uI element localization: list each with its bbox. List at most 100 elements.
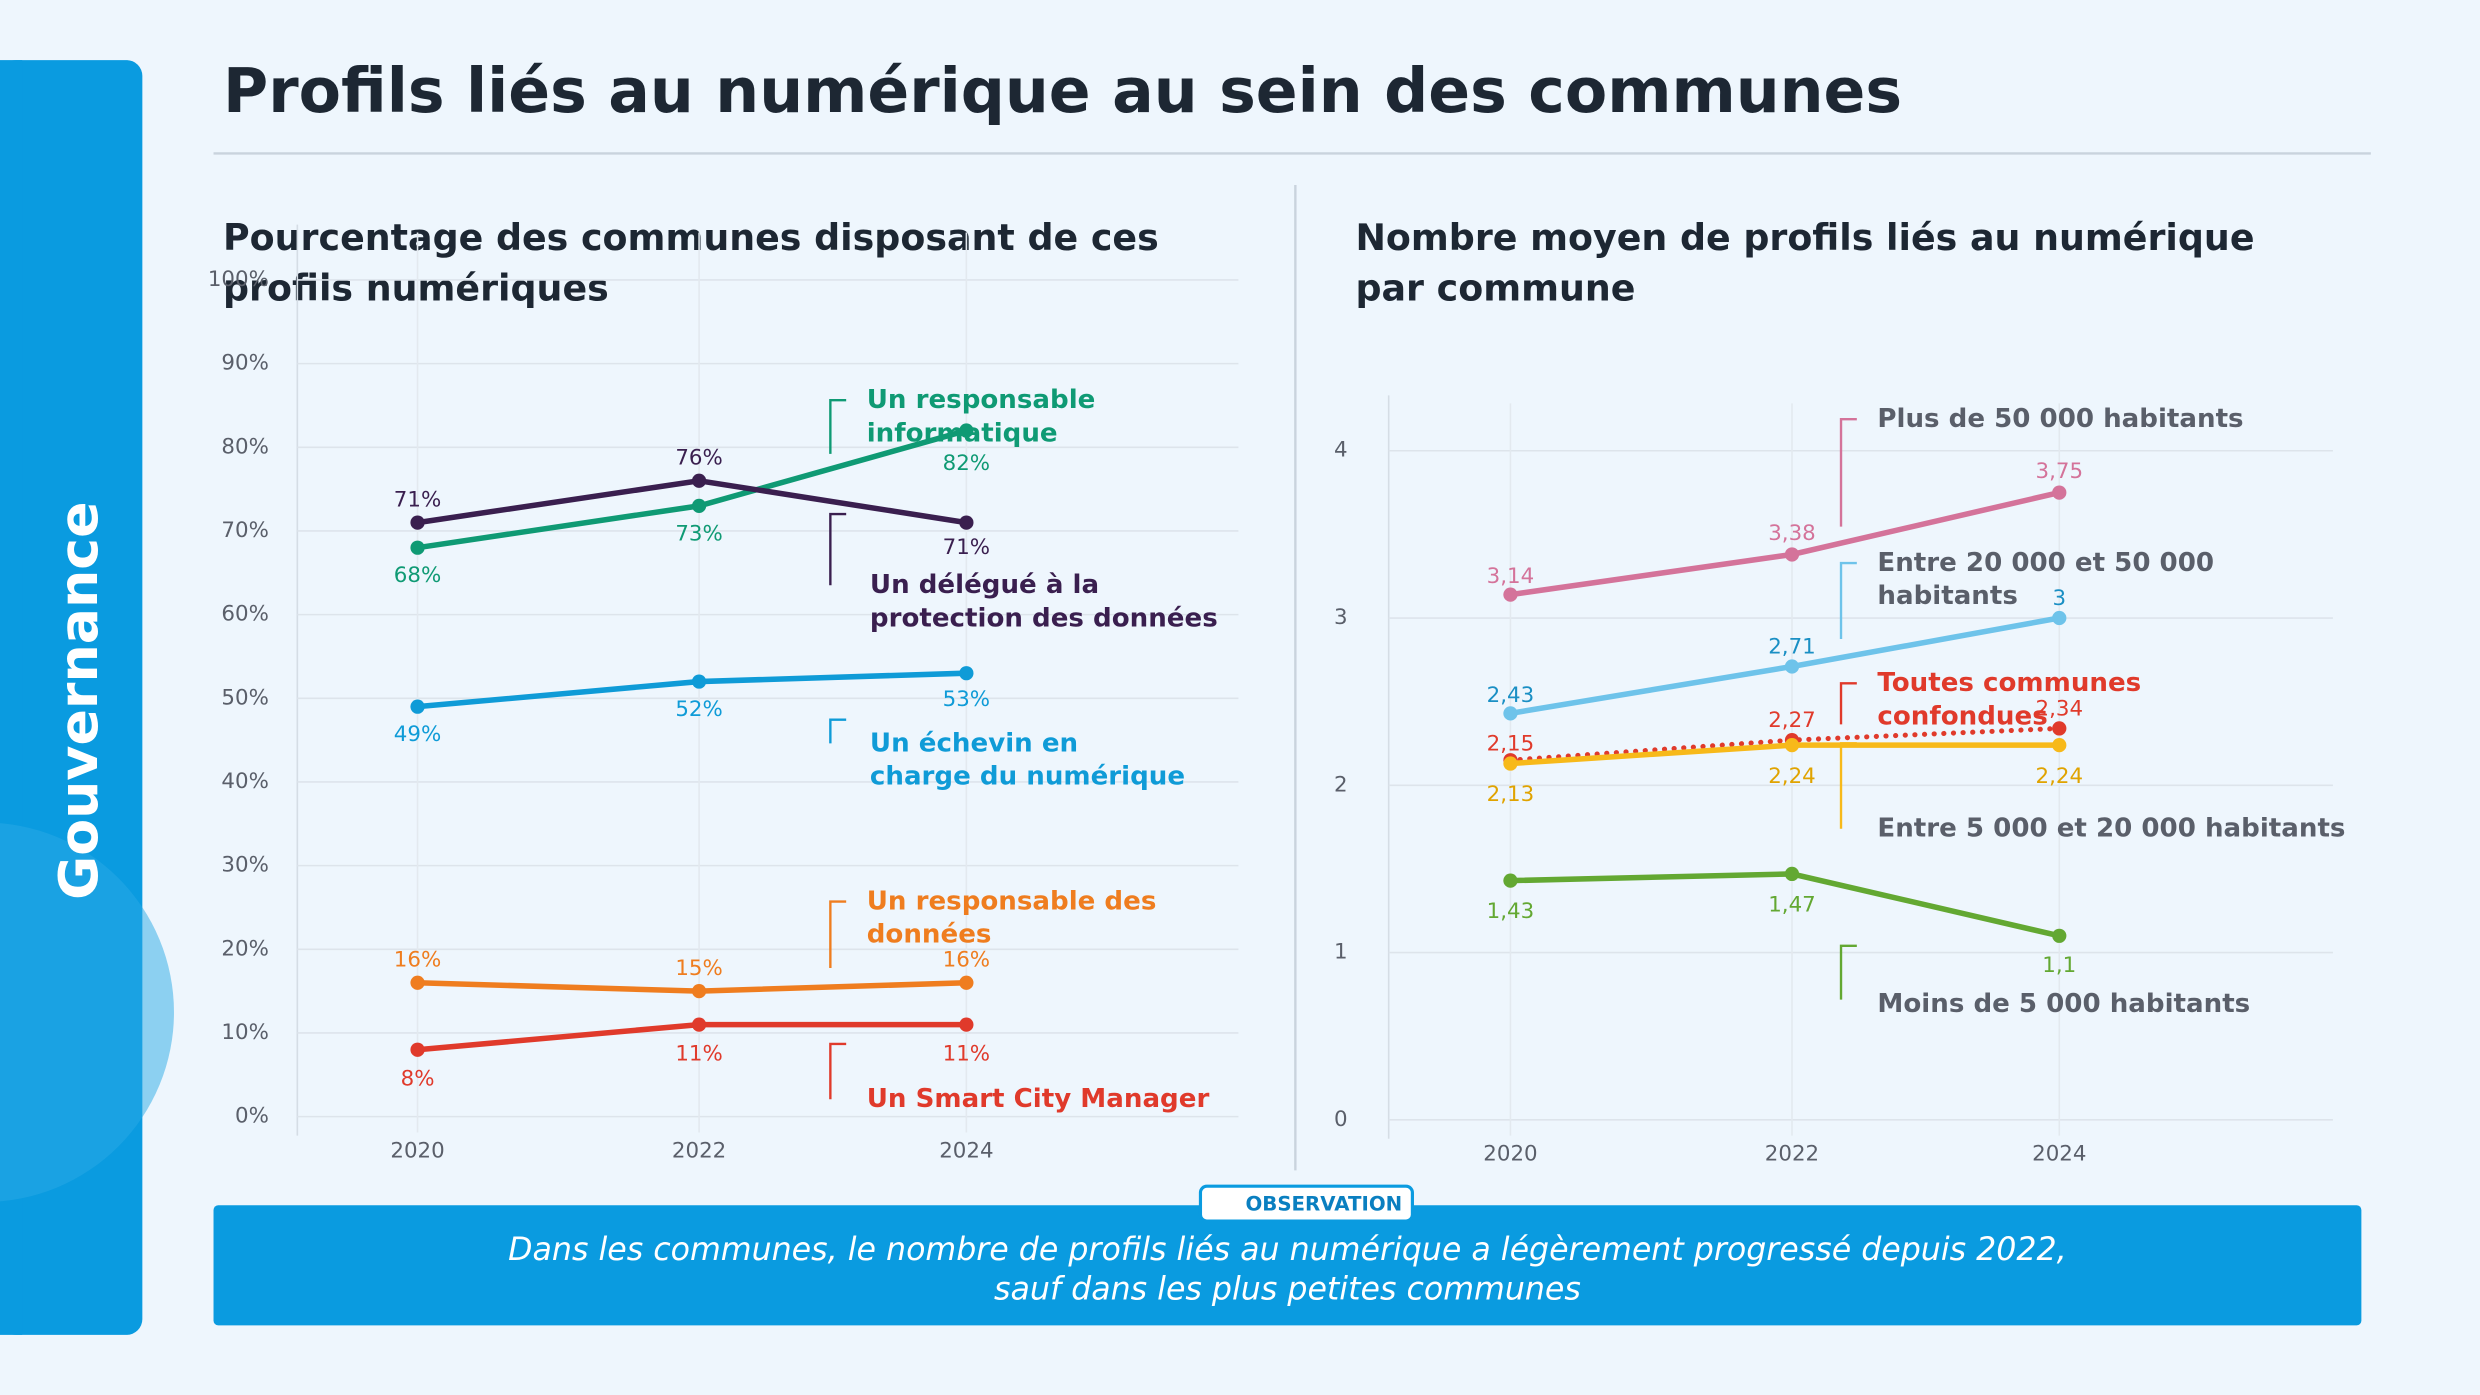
value-label: 2,24	[1768, 764, 1816, 789]
y-tick-label: 50%	[221, 685, 268, 710]
point	[410, 540, 425, 555]
legend-connector	[829, 512, 847, 586]
value-label: 2,24	[2036, 764, 2084, 789]
value-label: 1,1	[2042, 953, 2076, 978]
legend-label-box: Moins de 5 000 habitants	[1877, 988, 2251, 1019]
legend-connector	[829, 718, 847, 744]
point	[1503, 756, 1518, 771]
point	[1503, 706, 1518, 721]
value-label: 2,71	[1768, 635, 1816, 660]
point	[691, 984, 707, 999]
value-label: 11%	[943, 1042, 990, 1067]
observation-badge	[1198, 1184, 1414, 1223]
value-label: 2,34	[2036, 696, 2084, 721]
x-tick-label: 2024	[939, 1138, 993, 1163]
y-tick-label: 4	[1334, 438, 1348, 463]
legend-label-box: Entre 5 000 et 20 000 habitants	[1877, 812, 2346, 844]
legend-label: Un échevin en charge du numérique	[869, 727, 1186, 791]
y-tick-label: 70%	[221, 518, 268, 543]
y-tick-label: 30%	[221, 853, 268, 878]
legend-label: Toutes communes confondues	[1877, 667, 2142, 731]
legend-label: Plus de 50 000 habitants	[1877, 403, 2244, 434]
series-line	[414, 979, 970, 994]
value-label: 2,43	[1487, 683, 1535, 708]
value-label: 52%	[675, 697, 722, 722]
legend-connector	[1839, 944, 1857, 1000]
value-label: 8%	[401, 1067, 435, 1092]
x-tick-label: 2024	[2032, 1142, 2086, 1167]
chart-title: Nombre moyen de profils liés au numériqu…	[1355, 218, 2255, 310]
legend-label: Entre 5 000 et 20 000 habitants	[1877, 812, 2346, 844]
point	[691, 498, 707, 513]
point	[1503, 873, 1518, 888]
y-tick-label: 20%	[221, 936, 268, 961]
chart-title: Pourcentage des communes disposant de ce…	[223, 218, 1159, 310]
value-label: 2,27	[1768, 708, 1816, 733]
y-tick-label: 80%	[221, 434, 268, 459]
legend-connector	[1839, 682, 1857, 725]
point	[410, 699, 425, 714]
value-label: 49%	[394, 722, 441, 747]
legend-label: Un Smart City Manager	[866, 1083, 1210, 1114]
y-tick-label: 2	[1334, 772, 1348, 797]
value-label: 1,47	[1768, 893, 1816, 918]
point	[410, 975, 425, 990]
value-label: 3,38	[1768, 521, 1816, 546]
point	[1784, 547, 1800, 562]
value-label: 16%	[394, 948, 441, 973]
value-label: 3	[2052, 586, 2066, 611]
point	[959, 423, 974, 438]
point	[959, 666, 974, 681]
legend-label: Un responsable informatique	[866, 384, 1096, 448]
chart-title-box: Nombre moyen de profils liés au numériqu…	[1355, 218, 2255, 310]
value-label: 82%	[943, 451, 990, 476]
observation-box	[213, 1205, 2362, 1326]
legend-label-box: Toutes communes confondues	[1877, 667, 2142, 731]
point	[2052, 721, 2067, 736]
legend-label-box: Un délégué à la protection des données	[869, 569, 1218, 633]
legend-connector	[829, 398, 847, 454]
y-tick-label: 40%	[221, 769, 268, 794]
point	[691, 674, 707, 689]
point	[2052, 485, 2067, 500]
point	[959, 1017, 974, 1032]
y-tick-label: 0%	[235, 1104, 269, 1129]
legend-label-box: Plus de 50 000 habitants	[1877, 403, 2244, 434]
y-tick-label: 90%	[221, 351, 268, 376]
y-tick-label: 1	[1334, 940, 1348, 965]
point	[959, 515, 974, 530]
point	[2052, 610, 2067, 626]
legend-connector	[829, 900, 847, 968]
point	[410, 1042, 425, 1057]
chart-title-box: Pourcentage des communes disposant de ce…	[223, 218, 1159, 310]
x-tick-label: 2020	[1483, 1142, 1537, 1167]
legend-connector	[1839, 561, 1857, 639]
series-line	[1507, 742, 2063, 767]
series-line	[414, 477, 970, 526]
value-label: 1,43	[1487, 899, 1535, 924]
value-label: 53%	[943, 687, 990, 712]
legend-label-box: Un Smart City Manager	[866, 1083, 1210, 1114]
point	[2052, 928, 2067, 943]
legend-label: Un délégué à la protection des données	[869, 569, 1218, 633]
x-tick-label: 2020	[390, 1138, 444, 1163]
y-tick-label: 10%	[221, 1020, 268, 1045]
side-decor	[0, 823, 174, 1202]
point	[1503, 587, 1518, 602]
x-tick-label: 2022	[1765, 1142, 1819, 1167]
point	[1784, 866, 1800, 882]
y-tick-label: 100%	[208, 267, 269, 292]
legend-label: Moins de 5 000 habitants	[1877, 988, 2251, 1019]
legend-connector	[1839, 742, 1857, 829]
legend-label-box: Un échevin en charge du numérique	[869, 727, 1186, 791]
value-label: 11%	[675, 1042, 722, 1067]
value-label: 71%	[943, 535, 990, 560]
point	[410, 515, 425, 530]
legend-label-box: Un responsable informatique	[866, 384, 1096, 448]
value-label: 2,15	[1487, 731, 1535, 756]
x-tick-label: 2022	[672, 1138, 726, 1163]
value-label: 68%	[394, 563, 441, 588]
value-label: 3,14	[1487, 564, 1535, 589]
page-title: Profils liés au numérique au sein des co…	[223, 55, 1902, 127]
legend-label-box: Un responsable des données	[867, 886, 1157, 949]
